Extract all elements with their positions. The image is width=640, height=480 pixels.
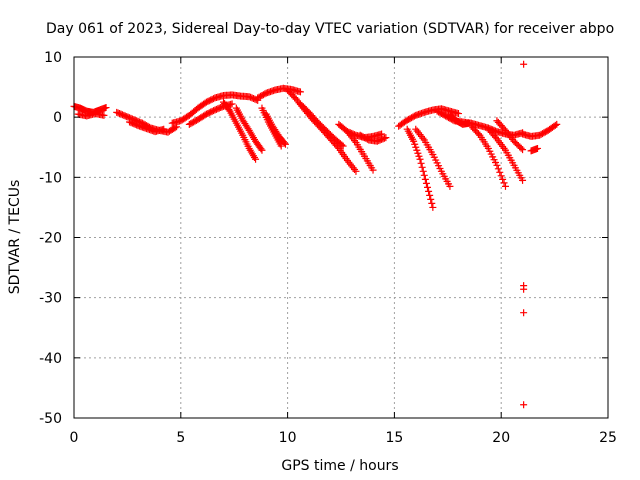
data-point — [534, 144, 542, 152]
data-point — [257, 145, 265, 153]
data-point — [417, 159, 425, 167]
data-point — [258, 146, 266, 154]
data-point — [425, 187, 433, 195]
x-tick-label: 15 — [385, 430, 403, 446]
data-point — [496, 168, 504, 176]
x-tick-label: 10 — [279, 430, 297, 446]
data-point — [419, 167, 427, 175]
y-axis-label: SDTVAR / TECUs — [7, 180, 23, 295]
data-point — [500, 179, 508, 187]
y-tick-label: -40 — [39, 351, 62, 367]
data-point — [416, 155, 424, 163]
data-point — [519, 176, 527, 184]
data-point — [413, 146, 421, 154]
data-point — [429, 203, 437, 211]
data-point — [427, 195, 435, 203]
x-tick-label: 0 — [70, 430, 79, 446]
data-point — [418, 163, 426, 171]
data-point — [382, 134, 390, 142]
data-point — [420, 171, 428, 179]
data-point — [414, 149, 422, 157]
data-point — [474, 130, 482, 138]
data-point — [225, 106, 233, 114]
data-point — [410, 137, 418, 145]
data-point — [228, 100, 236, 108]
chart-title: Day 061 of 2023, Sidereal Day-to-day VTE… — [46, 21, 614, 37]
data-point — [501, 182, 509, 190]
data-point — [553, 120, 561, 128]
x-tick-label: 25 — [599, 430, 617, 446]
data-point — [412, 143, 420, 151]
outlier-point — [520, 285, 528, 293]
y-tick-label: 0 — [53, 110, 62, 126]
data-point — [280, 139, 288, 147]
data-point — [517, 144, 525, 152]
data-point — [422, 179, 430, 187]
data-point — [102, 104, 110, 112]
data-point — [424, 183, 432, 191]
data-point — [519, 146, 527, 154]
x-axis-label: GPS time / hours — [281, 458, 398, 474]
data-point — [160, 125, 168, 133]
data-point — [252, 155, 260, 163]
data-point — [426, 191, 434, 199]
data-point — [499, 175, 507, 183]
data-point — [338, 141, 346, 149]
data-point — [492, 133, 500, 141]
outlier-point — [520, 309, 528, 317]
data-point — [551, 121, 559, 129]
data-point — [454, 110, 462, 118]
data-point — [244, 125, 252, 133]
y-tick-label: 10 — [44, 50, 62, 66]
data-point — [380, 134, 388, 142]
data-point — [296, 88, 304, 96]
data-point — [415, 152, 423, 160]
data-point — [369, 166, 377, 174]
data-point — [428, 199, 436, 207]
outlier-point — [520, 401, 528, 409]
y-tick-label: -20 — [39, 231, 62, 247]
data-point — [100, 111, 108, 119]
data-point — [352, 167, 360, 175]
data-point — [421, 175, 429, 183]
data-points — [70, 60, 561, 409]
data-point — [281, 140, 289, 148]
y-tick-label: -30 — [39, 291, 62, 307]
data-point — [411, 140, 419, 148]
outlier-point — [520, 60, 528, 68]
data-point — [493, 161, 501, 169]
data-point — [494, 165, 502, 173]
x-tick-label: 20 — [492, 430, 510, 446]
data-point — [339, 142, 347, 150]
data-point — [497, 172, 505, 180]
axis-ticks: 0 5 10 15 20 25 10 0 -10 -20 -30 -40 -50 — [39, 50, 617, 446]
data-point — [277, 142, 285, 150]
y-tick-label: -50 — [39, 411, 62, 427]
x-tick-label: 5 — [176, 430, 185, 446]
y-tick-label: -10 — [39, 170, 62, 186]
data-point — [446, 182, 454, 190]
